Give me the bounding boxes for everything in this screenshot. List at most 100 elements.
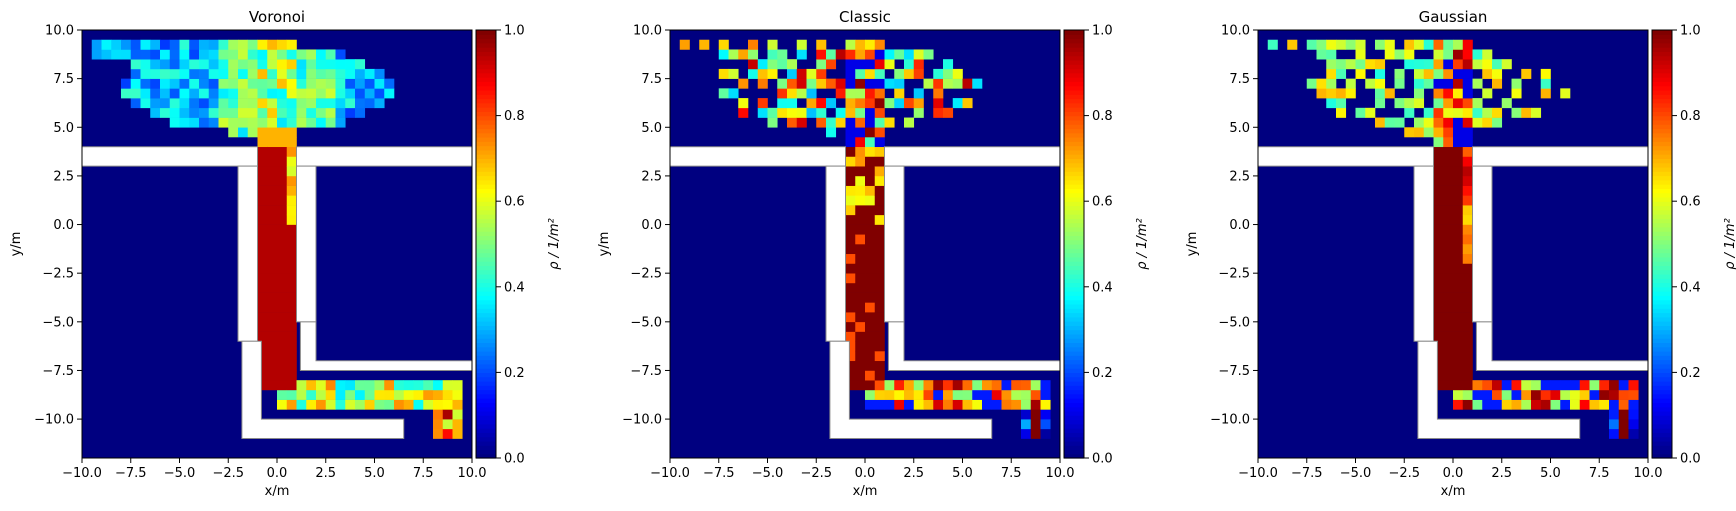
- colorbar-segment: [1064, 415, 1084, 421]
- heatmap-cell: [228, 39, 239, 50]
- heatmap-cell: [943, 107, 954, 118]
- heatmap-cell: [199, 107, 210, 118]
- heatmap-cell: [277, 117, 288, 128]
- heatmap-cell: [208, 49, 219, 60]
- colorbar-segment: [476, 77, 496, 82]
- heatmap-cell: [296, 59, 307, 70]
- colorbar-segment: [1064, 419, 1084, 425]
- heatmap-cell: [1433, 234, 1444, 245]
- colorbar-segment: [1064, 449, 1084, 455]
- colorbar-frame: [475, 29, 497, 459]
- heatmap-cell: [1443, 185, 1454, 196]
- x-tick-label: 10.0: [1046, 466, 1075, 481]
- colorbar-tick-label: 0.0: [504, 452, 525, 467]
- heatmap-cell: [364, 68, 375, 79]
- heatmap-cell: [1453, 98, 1464, 109]
- heatmap-cell: [1609, 419, 1620, 430]
- colorbar-segment: [476, 295, 496, 301]
- heatmap-cell: [1414, 117, 1425, 128]
- y-tick-label: −7.5: [42, 364, 74, 379]
- heatmap-cell: [933, 78, 944, 89]
- heatmap-cell: [1030, 409, 1041, 420]
- colorbar-segment: [1064, 410, 1084, 416]
- colorbar-segment: [476, 222, 496, 228]
- colorbar-segment: [476, 398, 496, 403]
- heatmap-cell: [904, 49, 915, 60]
- heatmap-cell: [904, 68, 915, 79]
- heatmap-cell: [316, 78, 327, 89]
- heatmap-cell: [1404, 127, 1415, 138]
- heatmap-cell: [1040, 389, 1051, 400]
- heatmap-cell: [189, 78, 200, 89]
- heatmap-cell: [865, 146, 876, 157]
- heatmap-cell: [1453, 68, 1464, 79]
- colorbar-segment: [1652, 338, 1672, 344]
- heatmap-cell: [865, 341, 876, 352]
- colorbar-segment: [1064, 166, 1084, 172]
- heatmap-cell: [267, 282, 278, 293]
- y-tick-label: −2.5: [1218, 267, 1250, 282]
- heatmap-cell: [423, 399, 434, 410]
- y-tick-label: 0.0: [1229, 218, 1250, 233]
- heatmap-cell: [972, 389, 983, 400]
- heatmap-cell: [169, 39, 180, 50]
- heatmap-cell: [1462, 68, 1473, 79]
- heatmap-cell: [952, 68, 963, 79]
- heatmap-cell: [1609, 428, 1620, 439]
- heatmap-cell: [1462, 88, 1473, 99]
- heatmap-cell: [1462, 214, 1473, 225]
- heatmap-cell: [1443, 156, 1454, 167]
- heatmap-cell: [962, 399, 973, 410]
- heatmap-cell: [247, 49, 258, 60]
- colorbar-segment: [1064, 196, 1084, 202]
- colorbar-segment: [1064, 59, 1084, 65]
- heatmap-cell: [218, 49, 229, 60]
- heatmap-cells: [1267, 39, 1639, 439]
- heatmap-cell: [1433, 195, 1444, 206]
- heatmap-cell: [1511, 78, 1522, 89]
- colorbar-segment: [476, 273, 496, 279]
- heatmap-cell: [257, 39, 268, 50]
- colorbar-segment: [476, 81, 496, 87]
- colorbar-segment: [1652, 286, 1672, 292]
- heatmap-cell: [845, 302, 856, 313]
- heatmap-cell: [257, 146, 268, 157]
- y-tick-label: 2.5: [1229, 169, 1250, 184]
- heatmap-cell: [1336, 68, 1347, 79]
- heatmap-cell: [1453, 175, 1464, 186]
- heatmap-cell: [1453, 195, 1464, 206]
- heatmap-cell: [306, 78, 317, 89]
- colorbar-segment: [1652, 299, 1672, 305]
- heatmap-cell: [1501, 389, 1512, 400]
- heatmap-cell: [277, 137, 288, 148]
- panel-title: Classic: [839, 8, 891, 26]
- heatmap-cell: [267, 59, 278, 70]
- colorbar-segment: [1064, 81, 1084, 87]
- colorbar-segment: [1064, 440, 1084, 446]
- heatmap-cell: [277, 351, 288, 362]
- heatmap-cell: [1560, 380, 1571, 391]
- heatmap-cell: [894, 88, 905, 99]
- heatmap-cell: [374, 389, 385, 400]
- heatmap-cell: [452, 419, 463, 430]
- heatmap-cell: [286, 68, 297, 79]
- heatmap-cell: [1453, 273, 1464, 284]
- colorbar-segment: [1064, 244, 1084, 249]
- heatmap-cell: [199, 49, 210, 60]
- colorbar-segment: [476, 338, 496, 344]
- heatmap-cell: [1453, 166, 1464, 177]
- heatmap-cell: [1433, 205, 1444, 216]
- heatmap-cell: [403, 399, 414, 410]
- heatmap-cell: [277, 146, 288, 157]
- heatmap-cell: [267, 312, 278, 323]
- y-tick-label: 2.5: [53, 169, 74, 184]
- heatmap-cell: [865, 224, 876, 235]
- heatmap-cell: [1375, 68, 1386, 79]
- wall-upper-right: [1472, 146, 1649, 167]
- heatmap-cell: [286, 292, 297, 303]
- heatmap-cell: [277, 263, 288, 274]
- heatmap-cell: [962, 389, 973, 400]
- heatmap-cell: [845, 292, 856, 303]
- heatmap-cell: [1521, 399, 1532, 410]
- heatmap-cell: [777, 49, 788, 60]
